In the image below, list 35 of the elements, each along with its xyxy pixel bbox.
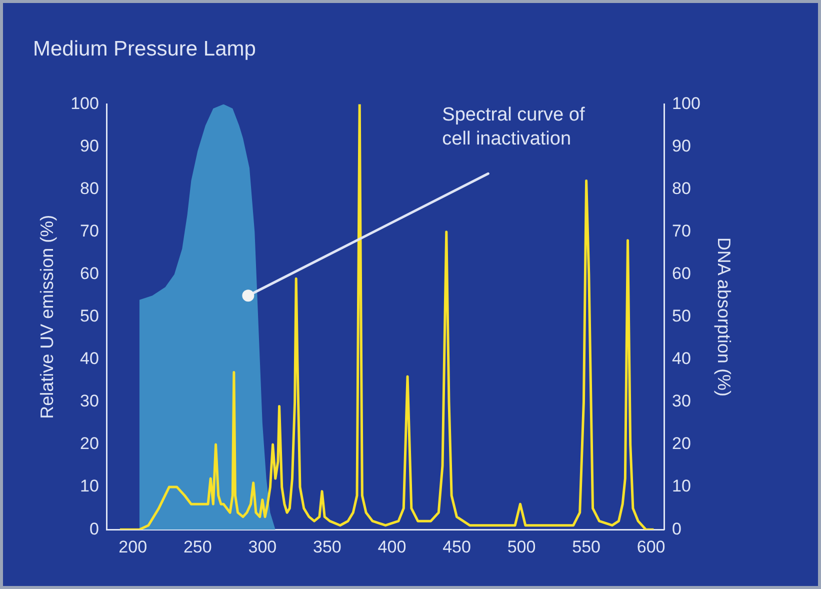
- x-tick-label: 200: [118, 537, 148, 556]
- x-tick-label: 250: [183, 537, 212, 556]
- y-tick-label: 30: [80, 392, 99, 411]
- y2-tick-label: 60: [672, 264, 691, 284]
- y-tick-label: 70: [80, 222, 99, 241]
- y-tick-label: 50: [80, 306, 99, 326]
- x-tick-label: 350: [313, 537, 342, 556]
- y2-tick-label: 20: [672, 434, 691, 454]
- y2-tick-label: 50: [672, 306, 691, 326]
- annotation: Spectral curve of cell inactivation: [442, 104, 586, 150]
- x-tick-label: 550: [572, 537, 600, 556]
- x-tick-label: 500: [507, 537, 536, 556]
- y2-tick-label: 70: [672, 222, 691, 241]
- y-tick-label: 100: [70, 94, 99, 113]
- y2-tick-label: 30: [672, 392, 691, 411]
- y-tick-label: 80: [80, 178, 99, 198]
- y2-tick-label: 40: [672, 349, 691, 368]
- y2-tick-label: 80: [672, 178, 691, 198]
- y-tick-label: 40: [80, 349, 99, 368]
- y-tick-label: 10: [80, 476, 99, 496]
- y-tick-label: 90: [80, 136, 99, 156]
- x-tick-label: 600: [636, 537, 666, 556]
- chart-title: Medium Pressure Lamp: [33, 37, 256, 60]
- x-tick-label: 450: [442, 537, 471, 556]
- x-tick-label: 400: [378, 537, 406, 556]
- y2-tick-label: 90: [672, 136, 691, 156]
- x-tick-label: 300: [248, 537, 277, 556]
- y2-axis-title: DNA absorption (%): [714, 237, 734, 396]
- y-axis-title: Relative UV emission (%): [36, 214, 57, 419]
- y-tick-label: 0: [89, 519, 99, 538]
- y-tick-label: 20: [80, 434, 99, 454]
- y-tick-label: 60: [80, 264, 99, 284]
- y2-tick-label: 10: [672, 476, 691, 496]
- y2-tick-label: 100: [672, 94, 700, 113]
- y2-tick-label: 0: [672, 519, 682, 538]
